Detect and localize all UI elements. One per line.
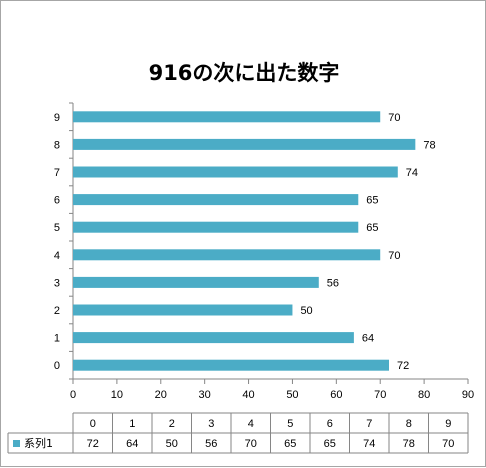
bar bbox=[73, 304, 293, 316]
data-label: 65 bbox=[366, 195, 378, 207]
data-label: 70 bbox=[388, 250, 400, 262]
table-header-cell: 8 bbox=[406, 418, 412, 430]
x-tick-label: 60 bbox=[330, 389, 342, 401]
data-label: 50 bbox=[300, 305, 312, 317]
bar bbox=[73, 332, 354, 344]
table-header-cell: 5 bbox=[287, 418, 293, 430]
y-tick-label: 7 bbox=[54, 167, 60, 179]
table-value-cell: 72 bbox=[87, 438, 99, 450]
data-label: 78 bbox=[423, 139, 435, 151]
bar bbox=[73, 138, 416, 150]
table-value-cell: 78 bbox=[403, 438, 415, 450]
bar bbox=[73, 111, 381, 123]
y-tick-label: 5 bbox=[54, 222, 60, 234]
data-label: 72 bbox=[397, 360, 409, 372]
chart-title: 916の次に出た数字 bbox=[148, 61, 340, 85]
bar bbox=[73, 166, 398, 178]
x-tick-label: 80 bbox=[418, 389, 430, 401]
data-label: 74 bbox=[406, 167, 418, 179]
x-tick-label: 30 bbox=[199, 389, 211, 401]
table-legend-key bbox=[13, 440, 20, 447]
table-header-cell: 6 bbox=[327, 418, 333, 430]
y-tick-label: 3 bbox=[54, 277, 60, 289]
bar bbox=[73, 276, 319, 288]
y-tick-label: 2 bbox=[54, 305, 60, 317]
y-tick-label: 6 bbox=[54, 195, 60, 207]
table-value-cell: 70 bbox=[442, 438, 454, 450]
table-value-cell: 65 bbox=[284, 438, 296, 450]
table-header-cell: 3 bbox=[208, 418, 214, 430]
bar bbox=[73, 249, 381, 261]
bar bbox=[73, 221, 359, 233]
x-tick-label: 70 bbox=[374, 389, 386, 401]
data-label: 65 bbox=[366, 222, 378, 234]
table-value-cell: 64 bbox=[126, 438, 138, 450]
y-tick-label: 1 bbox=[54, 333, 60, 345]
y-tick-label: 0 bbox=[54, 360, 60, 372]
data-label: 64 bbox=[362, 333, 374, 345]
table-header-cell: 0 bbox=[90, 418, 96, 430]
table-value-cell: 65 bbox=[324, 438, 336, 450]
x-tick-label: 10 bbox=[111, 389, 123, 401]
table-header-cell: 7 bbox=[366, 418, 372, 430]
table-header-cell: 4 bbox=[248, 418, 254, 430]
data-label: 56 bbox=[327, 277, 339, 289]
table-value-cell: 56 bbox=[205, 438, 217, 450]
table-series-name: 系列1 bbox=[24, 436, 53, 450]
y-tick-label: 8 bbox=[54, 139, 60, 151]
x-tick-label: 20 bbox=[155, 389, 167, 401]
table-value-cell: 50 bbox=[166, 438, 178, 450]
x-tick-label: 40 bbox=[242, 389, 254, 401]
table-value-cell: 74 bbox=[363, 438, 375, 450]
y-tick-label: 4 bbox=[54, 250, 60, 262]
y-tick-label: 9 bbox=[54, 112, 60, 124]
x-tick-label: 0 bbox=[70, 389, 76, 401]
bar bbox=[73, 359, 389, 371]
data-label: 70 bbox=[388, 112, 400, 124]
table-header-cell: 9 bbox=[445, 418, 451, 430]
table-header-cell: 2 bbox=[169, 418, 175, 430]
x-tick-label: 50 bbox=[286, 389, 298, 401]
table-header-cell: 1 bbox=[129, 418, 135, 430]
x-tick-label: 90 bbox=[462, 389, 474, 401]
table-value-cell: 70 bbox=[245, 438, 257, 450]
bar bbox=[73, 194, 359, 206]
